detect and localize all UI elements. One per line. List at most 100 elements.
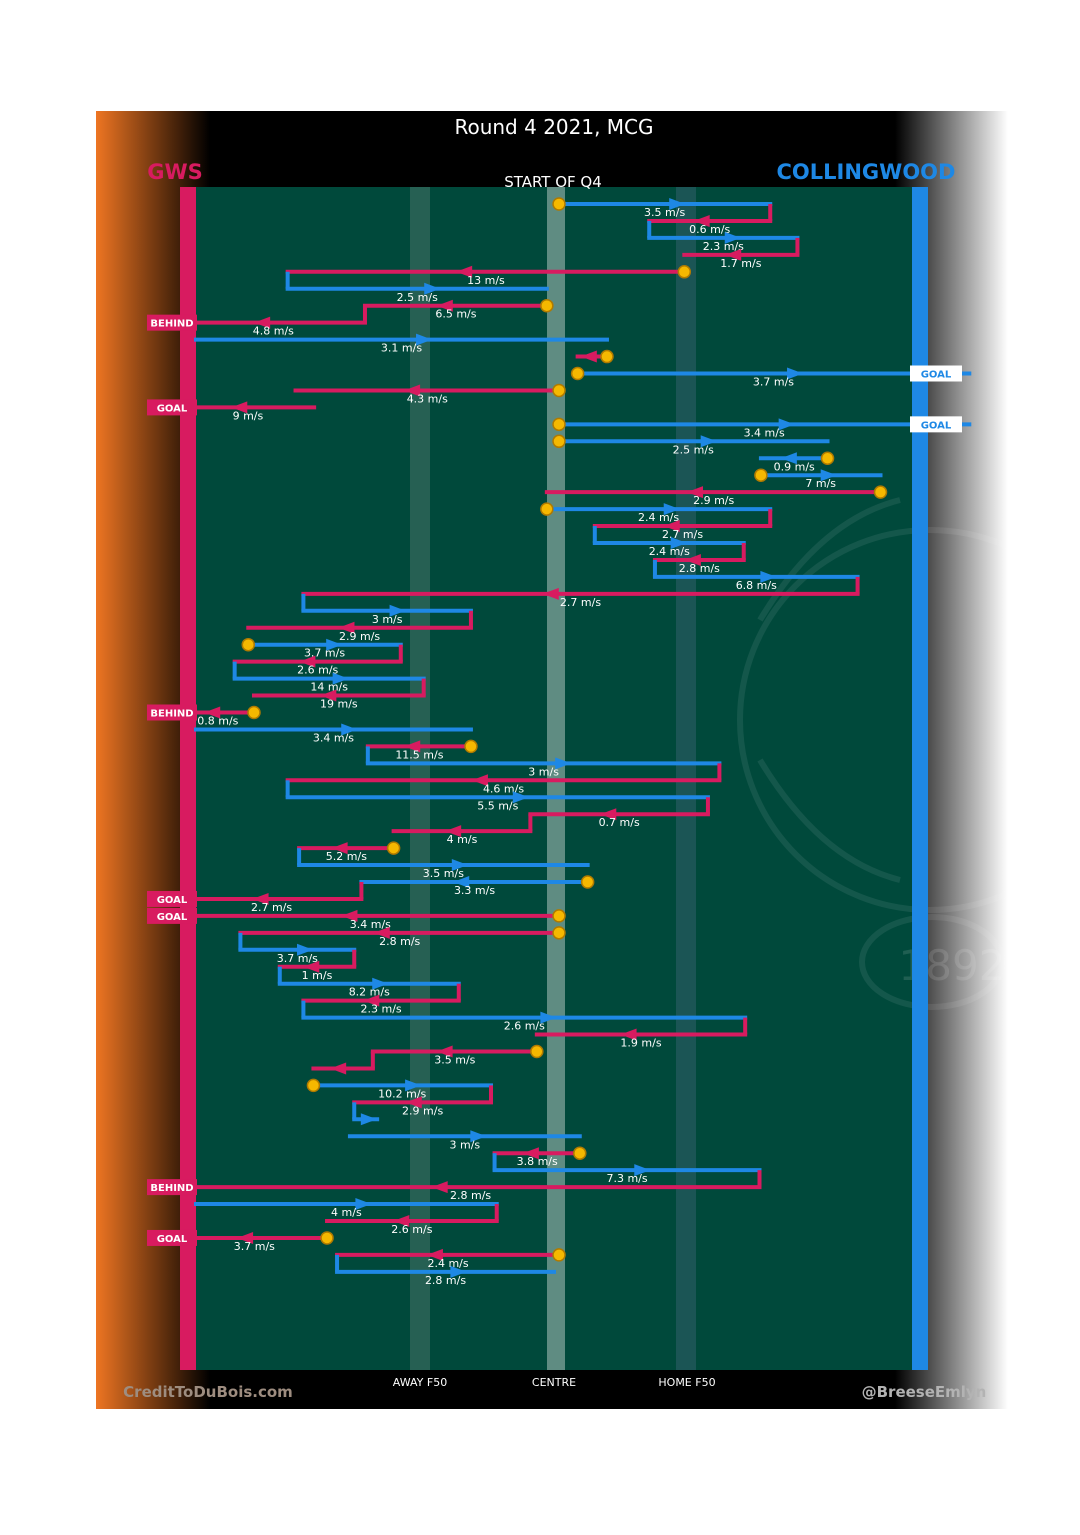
collingwood-team-label: COLLINGWOOD bbox=[777, 160, 956, 184]
outcome-tag bbox=[147, 314, 197, 331]
direction-arrow bbox=[663, 503, 680, 516]
outcome-label: BEHIND bbox=[150, 709, 193, 720]
outcome-label: GOAL bbox=[157, 403, 188, 414]
direction-arrow bbox=[332, 672, 349, 685]
direction-arrow bbox=[320, 689, 337, 702]
outcome-label: BEHIND bbox=[150, 319, 193, 330]
speed-label: 4.8 m/s bbox=[253, 325, 294, 338]
speed-label: 4 m/s bbox=[331, 1206, 362, 1219]
direction-arrow bbox=[341, 723, 358, 736]
direction-arrow bbox=[341, 909, 358, 922]
speed-label: 3.5 m/s bbox=[423, 867, 464, 880]
ball-up-marker bbox=[320, 1231, 334, 1245]
speed-label: 3.4 m/s bbox=[744, 426, 785, 439]
direction-arrow bbox=[416, 333, 433, 346]
axis-label-centre: CENTRE bbox=[532, 1376, 576, 1389]
direction-arrow bbox=[254, 316, 271, 329]
direction-arrow bbox=[456, 265, 473, 278]
ball-up-marker bbox=[552, 1248, 566, 1262]
direction-arrow bbox=[389, 604, 406, 617]
ball-up-marker bbox=[386, 841, 401, 855]
speed-label: 2.7 m/s bbox=[560, 596, 601, 609]
speed-label: 3.4 m/s bbox=[350, 918, 391, 931]
ball-up-marker bbox=[306, 1078, 321, 1093]
direction-arrow bbox=[252, 892, 269, 905]
speed-label: 19 m/s bbox=[320, 698, 358, 711]
speed-label: 3.7 m/s bbox=[753, 376, 794, 389]
direction-arrow bbox=[237, 1231, 254, 1244]
speed-label: 2.7 m/s bbox=[662, 528, 703, 541]
ball-up-marker bbox=[552, 434, 566, 449]
direction-arrow bbox=[780, 452, 797, 465]
collingwood-end-bar bbox=[912, 187, 928, 1370]
direction-arrow bbox=[542, 587, 559, 600]
speed-label: 2.8 m/s bbox=[425, 1274, 466, 1287]
direction-arrow bbox=[445, 825, 462, 838]
speed-label: 0.7 m/s bbox=[599, 816, 640, 829]
ball-up-marker bbox=[573, 1146, 587, 1160]
speed-label: 2.9 m/s bbox=[402, 1104, 443, 1117]
speed-label: 13 m/s bbox=[467, 274, 505, 287]
speed-label: 1.7 m/s bbox=[720, 257, 761, 270]
direction-arrow bbox=[820, 469, 837, 482]
speed-label: 10.2 m/s bbox=[378, 1087, 426, 1100]
direction-arrow bbox=[555, 757, 572, 770]
outcome-tag bbox=[910, 416, 962, 433]
direction-arrow bbox=[600, 808, 617, 821]
outcome-label: GOAL bbox=[157, 895, 188, 906]
speed-label: 6.8 m/s bbox=[736, 579, 777, 592]
speed-label: 2.3 m/s bbox=[703, 240, 744, 253]
speed-label: 2.3 m/s bbox=[361, 1003, 402, 1016]
direction-arrow bbox=[540, 1011, 557, 1024]
ball-up-marker bbox=[820, 451, 835, 465]
speed-label: 2.4 m/s bbox=[638, 511, 679, 524]
direction-arrow bbox=[204, 706, 221, 719]
possession-chains: 3.5 m/s 0.6 m/s 2.3 m/s 1.7 m/s 13 m/s 2.5 m/… bbox=[147, 197, 972, 1287]
direction-arrow bbox=[373, 926, 390, 939]
speed-label: 9 m/s bbox=[233, 409, 264, 422]
direction-arrow bbox=[522, 1147, 539, 1160]
direction-arrow bbox=[303, 960, 320, 973]
speed-label: 3.5 m/s bbox=[644, 206, 685, 219]
ball-up-marker bbox=[247, 705, 261, 720]
speed-label: 4.3 m/s bbox=[407, 392, 448, 405]
outcome-label: GOAL bbox=[921, 370, 952, 381]
ball-up-marker bbox=[540, 502, 554, 516]
outcome-tag bbox=[147, 907, 197, 924]
direction-arrow bbox=[471, 774, 488, 787]
speed-label: 3.8 m/s bbox=[517, 1155, 558, 1168]
speed-label: 14 m/s bbox=[310, 681, 348, 694]
direction-arrow bbox=[778, 418, 795, 431]
direction-arrow bbox=[338, 621, 355, 634]
direction-arrow bbox=[787, 367, 804, 380]
speed-label: 2.4 m/s bbox=[427, 1257, 468, 1270]
direction-arrow bbox=[470, 1130, 487, 1143]
quarter-label: START OF Q4 bbox=[504, 173, 602, 191]
speed-label: 3.3 m/s bbox=[454, 884, 495, 897]
outcome-tag bbox=[147, 1179, 197, 1196]
direction-arrow bbox=[724, 231, 741, 244]
speed-label: 3 m/s bbox=[528, 765, 559, 778]
direction-arrow bbox=[436, 299, 453, 312]
ball-up-marker bbox=[552, 383, 566, 398]
speed-label: 2.9 m/s bbox=[693, 494, 734, 507]
speed-label: 2.8 m/s bbox=[679, 562, 720, 575]
direction-arrow bbox=[700, 435, 717, 448]
outcome-tag bbox=[147, 399, 197, 416]
speed-label: 0.6 m/s bbox=[689, 223, 730, 236]
direction-arrow bbox=[426, 1248, 443, 1261]
speed-label: 1.9 m/s bbox=[620, 1037, 661, 1050]
direction-arrow bbox=[620, 1028, 637, 1041]
axis-label-home-f50: HOME F50 bbox=[658, 1376, 715, 1389]
direction-arrow bbox=[453, 876, 470, 888]
direction-arrow bbox=[693, 214, 710, 227]
speed-label: 8.2 m/s bbox=[349, 986, 390, 999]
direction-arrow bbox=[405, 1096, 422, 1109]
direction-arrow bbox=[424, 282, 441, 295]
direction-arrow bbox=[360, 1113, 377, 1126]
direction-arrow bbox=[355, 1198, 372, 1211]
direction-arrow bbox=[331, 842, 348, 855]
direction-arrow bbox=[363, 994, 380, 1007]
direction-arrow bbox=[436, 1045, 453, 1058]
